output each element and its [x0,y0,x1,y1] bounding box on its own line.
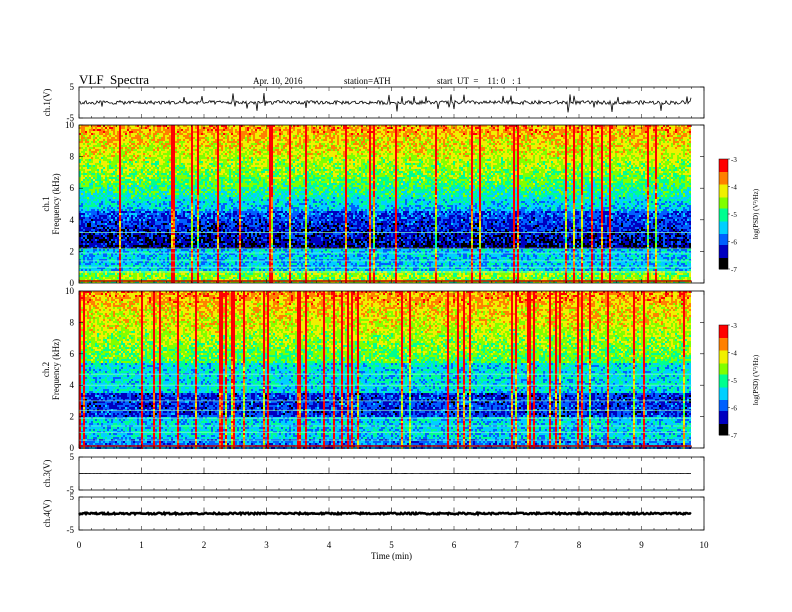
ch2-spectrogram-ytick: 6 [70,349,75,359]
colorbar-tick: -6 [731,405,737,413]
ch2-spectrogram-ytick: 8 [70,317,75,327]
x-tick-label: 9 [639,540,644,550]
x-tick-label: 4 [327,540,332,550]
ch1-spectrogram-channel-label: ch.1 [41,196,51,211]
colorbar-tick: -4 [731,350,737,358]
x-tick-label: 1 [139,540,144,550]
colorbar-tick: -7 [731,266,737,274]
ch2-spectrogram-ytick: 4 [70,380,75,390]
ch2-spectrogram-ytick: 10 [65,286,75,296]
colorbar-tick: -4 [731,184,737,192]
x-tick-label: 5 [389,540,394,550]
ch1-spectrogram-ytick: 4 [70,215,75,225]
ch4-waveform-ytick: -5 [67,525,75,535]
colorbar-label: log(PSD) (V²/Hz) [752,188,760,239]
ch4-waveform-ylabel: ch.4(V) [42,500,52,528]
x-tick-label: 7 [514,540,519,550]
ch1-waveform-ytick: 5 [70,82,75,92]
ch1-spectrogram-ytick: 2 [70,246,75,256]
ch2-spectrogram-ytick: 2 [70,412,75,422]
x-tick-label: 10 [700,540,710,550]
colorbar-tick: -7 [731,432,737,440]
x-axis-label: Time (min) [371,551,412,561]
x-tick-label: 8 [577,540,582,550]
ch1-spectrogram-colorbar: -3 -4 -5 -6 -7 log(PSD) (V²/Hz) [719,156,760,274]
x-tick-label: 6 [452,540,457,550]
colorbar-label: log(PSD) (V²/Hz) [752,354,760,405]
ch1-spectrogram-ytick: 10 [65,120,75,130]
ch2-spectrogram-colorbar: -3 -4 -5 -6 -7 log(PSD) (V²/Hz) [719,322,760,440]
ch1-spectrogram-ytick: 8 [70,152,75,162]
ch4-waveform-ytick: 5 [70,492,75,502]
x-tick-label: 3 [264,540,269,550]
colorbar-tick: -3 [731,156,737,164]
x-tick-label: 2 [202,540,207,550]
ch2-spectrogram-channel-label: ch.2 [41,362,51,377]
ch1-waveform-ylabel: ch.1(V) [42,89,52,117]
colorbar-tick: -5 [731,211,737,219]
vlf-spectra-figure: 5-5ch.1(V)0246810ch.1 Frequency (kHz)0246… [0,0,792,612]
ch1-spectrogram [79,125,704,283]
ch3-waveform-ylabel: ch.3(V) [42,460,52,488]
colorbar-tick: -3 [731,322,737,330]
ch2-spectrogram [79,291,704,449]
colorbar-tick: -6 [731,239,737,247]
ch1-spectrogram-ytick: 6 [70,183,75,193]
ch2-spectrogram-ylabel: Frequency (kHz) [51,339,61,400]
ch3-waveform-ytick: 5 [70,452,75,462]
ch1-waveform-trace [79,93,691,112]
colorbar-tick: -5 [731,377,737,385]
ch4-waveform-trace [79,513,691,515]
x-tick-label: 0 [77,540,82,550]
ch1-spectrogram-ylabel: Frequency (kHz) [51,173,61,234]
